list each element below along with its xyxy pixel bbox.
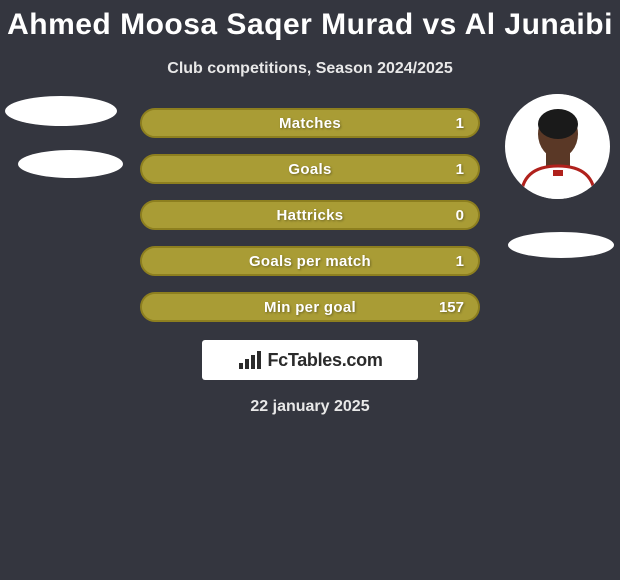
stat-bar-label: Hattricks <box>142 202 478 228</box>
brand-text: FcTables.com <box>267 350 382 371</box>
stat-bar: Min per goal157 <box>140 292 480 322</box>
stat-bar-value: 157 <box>439 294 464 320</box>
brand-badge: FcTables.com <box>202 340 418 380</box>
date-text: 22 january 2025 <box>0 398 620 416</box>
stat-bar-value: 0 <box>456 202 464 228</box>
player-right-ellipse <box>508 232 614 258</box>
stat-bars: Matches1Goals1Hattricks0Goals per match1… <box>140 108 480 322</box>
player-left-ellipse-1 <box>5 96 117 126</box>
stat-bar-value: 1 <box>456 110 464 136</box>
page-title: Ahmed Moosa Saqer Murad vs Al Junaibi <box>0 0 620 42</box>
stat-bar-label: Min per goal <box>142 294 478 320</box>
stat-bar: Hattricks0 <box>140 200 480 230</box>
stat-bar: Goals per match1 <box>140 246 480 276</box>
stat-bar: Goals1 <box>140 154 480 184</box>
stat-bar-label: Matches <box>142 110 478 136</box>
player-right-avatar-image <box>513 94 603 199</box>
stat-bar-label: Goals per match <box>142 248 478 274</box>
brand-bars-icon <box>237 349 263 371</box>
stat-bar-value: 1 <box>456 156 464 182</box>
stat-bar: Matches1 <box>140 108 480 138</box>
stat-bar-label: Goals <box>142 156 478 182</box>
subtitle: Club competitions, Season 2024/2025 <box>0 60 620 78</box>
player-right-avatar <box>505 94 610 199</box>
player-left-ellipse-2 <box>18 150 123 178</box>
stat-bar-value: 1 <box>456 248 464 274</box>
comparison-panel: Matches1Goals1Hattricks0Goals per match1… <box>0 108 620 416</box>
